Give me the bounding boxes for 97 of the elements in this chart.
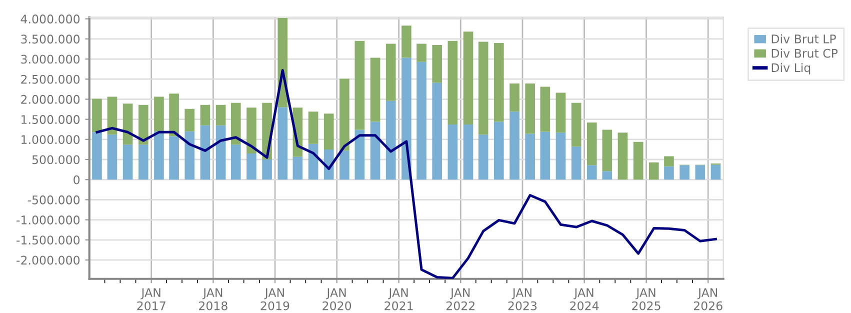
bar [494,122,504,180]
bar [571,146,582,180]
bar [587,122,597,166]
y-tick-label: -1.500.000 [16,236,80,245]
bar [278,107,288,180]
x-tick-label: JAN 2024 [570,288,599,310]
bar [354,130,365,180]
bar [540,86,550,132]
bar [308,112,318,144]
bar [648,162,659,180]
bar [154,96,164,132]
bar [478,134,488,180]
bar [416,62,426,180]
bar [494,42,504,122]
bar [432,44,442,83]
y-tick-label: -2.000.000 [16,256,80,265]
y-tick-label: 500.000 [32,155,80,164]
bar [340,78,350,151]
line-series [96,69,717,279]
bar [525,84,535,134]
bar [216,104,226,126]
bar [370,122,380,180]
x-tick-label: JAN 2025 [632,288,660,310]
bar [184,108,195,132]
bar [525,134,535,180]
y-tick-label: 2.000.000 [21,94,80,104]
bar [633,142,644,180]
bar [216,125,226,180]
bar [122,104,133,145]
bar [340,150,350,180]
bar [92,98,102,132]
bar [386,44,396,101]
bar [710,164,721,180]
bar [138,104,148,145]
bar [695,165,706,180]
bar [246,153,256,180]
bar [680,165,690,180]
bar [510,112,520,180]
y-tick-label: 4.000.000 [20,14,80,24]
bar [463,124,474,180]
y-tick-label: 3.000.000 [21,54,80,64]
bar [556,92,566,133]
y-tick-label: 3.500.000 [21,34,80,44]
bar [92,132,102,180]
bar [463,32,474,125]
bar [324,114,334,150]
bar [556,132,566,180]
bar [602,171,612,180]
x-tick-label: JAN 2023 [508,288,537,310]
y-tick-label: -1.000.000 [16,216,80,224]
bar [230,102,241,145]
bar [169,136,179,180]
bar [510,84,520,112]
bar [448,124,458,180]
x-tick-label: JAN 2017 [137,288,166,310]
y-tick-label: 1.500.000 [22,115,80,124]
bar [416,44,426,62]
x-tick-label: JAN 2019 [260,288,290,310]
bar [664,166,674,180]
y-tick-label: 0 [74,175,80,184]
bar [370,58,380,122]
bar [184,131,195,180]
x-tick-label: JAN 2018 [199,288,228,310]
bar [292,156,303,180]
x-tick-label: JAN 2026 [694,288,722,310]
y-tick-label: 2.500.000 [21,74,80,84]
bar [122,144,133,180]
x-tick-label: JAN 2020 [322,288,352,310]
bar [602,130,612,172]
bar [107,134,118,180]
bar [571,102,582,147]
bar [478,42,488,135]
bar [587,165,597,180]
bar [354,40,365,130]
bar [262,160,272,180]
legend-label: Div Brut CP [772,48,838,58]
legend-label: Div Liq [772,63,810,74]
bar [618,132,628,180]
bar [138,144,148,180]
x-tick-label: JAN 2021 [384,288,413,310]
bar [448,40,458,125]
bar [200,104,210,126]
bar [154,131,164,180]
y-tick-label: 1.000.000 [22,135,80,144]
bar [402,58,412,180]
bar [200,125,210,180]
bar [664,156,674,166]
bar [540,132,550,180]
legend-label: Div Brut LP [772,34,836,44]
bar [432,82,442,180]
bar [230,144,241,180]
bar [386,100,396,180]
bar [169,94,179,136]
y-tick-label: -500.000 [28,195,80,204]
bar [246,108,256,154]
bar [402,26,412,58]
x-tick-label: JAN 2022 [446,288,474,310]
